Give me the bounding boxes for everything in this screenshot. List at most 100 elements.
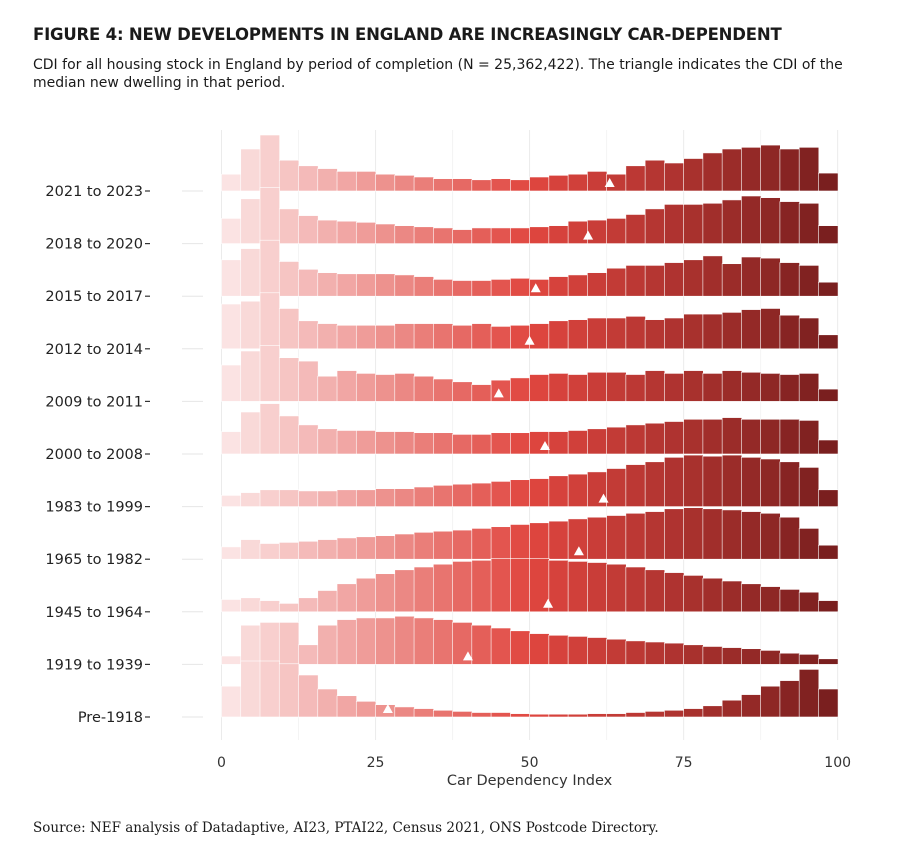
row-label: 1965 to 1982 xyxy=(45,552,143,568)
histogram-bar xyxy=(625,424,646,455)
histogram-bar xyxy=(683,313,704,350)
histogram-bar xyxy=(317,428,338,455)
histogram-bar xyxy=(375,324,396,350)
histogram-bar xyxy=(240,660,261,718)
histogram-bar xyxy=(779,148,800,192)
histogram-bar xyxy=(818,388,839,402)
histogram-bar xyxy=(452,561,473,613)
histogram-bar xyxy=(317,375,338,402)
histogram-bar xyxy=(259,660,280,718)
histogram-bar xyxy=(317,624,338,665)
histogram-bar xyxy=(529,633,550,665)
histogram-bar xyxy=(818,439,839,455)
histogram-bar xyxy=(567,713,589,718)
histogram-bar xyxy=(221,303,242,350)
row-label: 1919 to 1939 xyxy=(45,657,143,673)
histogram-bar xyxy=(587,562,608,613)
histogram-bar xyxy=(702,646,723,665)
x-tick-label: 0 xyxy=(217,755,226,771)
median-marker xyxy=(543,598,554,608)
histogram-bar xyxy=(413,566,435,613)
histogram-bar xyxy=(587,219,608,244)
histogram-bar xyxy=(548,276,569,297)
histogram-bar xyxy=(664,709,685,718)
histogram-bar xyxy=(721,647,743,665)
histogram-bar xyxy=(355,489,377,507)
histogram-bar xyxy=(433,530,454,560)
histogram-bar xyxy=(818,172,839,192)
histogram-bar xyxy=(355,617,377,665)
histogram-bar xyxy=(741,648,762,665)
histogram-bar xyxy=(818,334,839,350)
histogram-bar xyxy=(394,431,415,455)
histogram-bar xyxy=(298,424,319,455)
histogram-bar xyxy=(317,539,338,560)
histogram-bar xyxy=(567,430,589,455)
histogram-bar xyxy=(490,178,512,192)
median-marker xyxy=(604,178,615,187)
row-label: 2021 to 2023 xyxy=(45,184,143,200)
histogram-bar xyxy=(721,699,743,718)
histogram-bar xyxy=(741,256,762,297)
histogram-bar xyxy=(471,179,492,192)
histogram-bar xyxy=(625,165,646,192)
histogram-bar xyxy=(413,323,435,350)
row-label: 2018 to 2020 xyxy=(45,237,143,253)
histogram-bar xyxy=(433,227,454,244)
histogram-bar xyxy=(606,515,627,560)
histogram-bar xyxy=(606,267,627,297)
histogram-bar xyxy=(587,713,608,718)
histogram-bar xyxy=(741,147,762,192)
histogram-bar xyxy=(702,577,723,613)
histogram-bar xyxy=(664,317,685,350)
histogram-bar xyxy=(413,708,435,718)
histogram-bar xyxy=(702,705,723,718)
histogram-bar xyxy=(221,685,242,718)
histogram-bar xyxy=(760,257,781,297)
histogram-bar xyxy=(298,540,319,560)
histogram-bar xyxy=(259,134,280,192)
histogram-bar xyxy=(259,543,280,560)
histogram-bar xyxy=(413,226,435,244)
histogram-bar xyxy=(664,421,685,455)
histogram-bar xyxy=(298,490,319,507)
histogram-bar xyxy=(529,226,550,244)
histogram-bar xyxy=(490,627,512,665)
histogram-bar xyxy=(259,187,280,244)
histogram-bar xyxy=(644,711,666,718)
histogram-bar xyxy=(278,415,300,455)
histogram-bar xyxy=(278,489,300,507)
histogram-bar xyxy=(683,575,704,613)
histogram-bar xyxy=(471,227,492,244)
row-label: 2012 to 2014 xyxy=(45,342,143,358)
histogram-bar xyxy=(375,223,396,244)
row-label: 1945 to 1964 xyxy=(45,605,143,621)
histogram-bar xyxy=(355,430,377,455)
histogram-bar xyxy=(298,644,319,665)
histogram-bar xyxy=(375,535,396,560)
histogram-bar xyxy=(240,248,261,297)
histogram-bar xyxy=(741,694,762,718)
histogram-bar xyxy=(760,144,781,192)
row-label: 2000 to 2008 xyxy=(45,447,143,463)
histogram-bar xyxy=(606,218,627,244)
histogram-bar xyxy=(278,603,300,613)
histogram-bar xyxy=(567,319,589,350)
histogram-bar xyxy=(394,533,415,560)
histogram-bar xyxy=(240,148,261,192)
histogram-bar xyxy=(567,173,589,192)
histogram-bar xyxy=(355,701,377,718)
histogram-bar xyxy=(625,374,646,402)
histogram-bar xyxy=(471,482,492,507)
histogram-bar xyxy=(336,489,357,507)
histogram-bar xyxy=(433,279,454,297)
histogram-bar xyxy=(798,202,820,244)
histogram-bar xyxy=(433,619,454,665)
histogram-bar xyxy=(452,381,473,402)
histogram-bar xyxy=(413,486,435,507)
x-axis-label: Car Dependency Index xyxy=(447,773,613,789)
histogram-bar xyxy=(529,176,550,192)
histogram-bar xyxy=(221,259,242,297)
histogram-bar xyxy=(375,488,396,507)
histogram-bar xyxy=(433,178,454,192)
